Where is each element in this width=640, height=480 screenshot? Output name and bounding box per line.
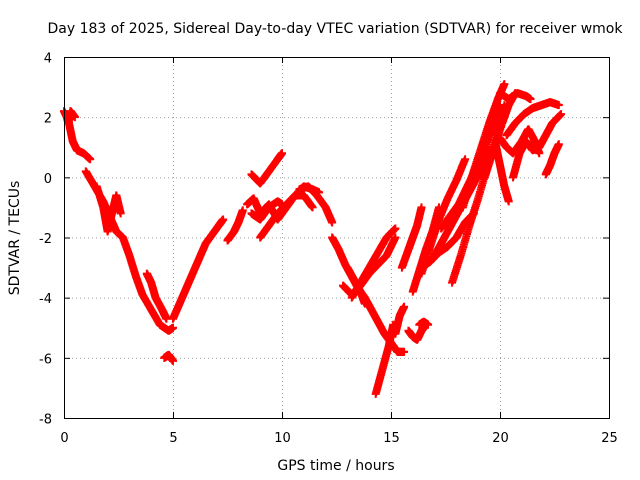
data-point bbox=[391, 224, 400, 233]
data-point bbox=[328, 218, 337, 227]
series-arc-04 bbox=[92, 182, 125, 236]
series-arc-31 bbox=[496, 89, 535, 104]
series-arc-19 bbox=[391, 302, 409, 338]
data-point bbox=[504, 197, 513, 206]
y-tick-label: 2 bbox=[44, 112, 52, 127]
series-arc-05 bbox=[142, 269, 171, 323]
data-point bbox=[434, 203, 443, 212]
data-point bbox=[557, 110, 566, 119]
chart-title: Day 183 of 2025, Sidereal Day-to-day VTE… bbox=[48, 21, 624, 37]
data-point bbox=[238, 206, 247, 215]
data-point bbox=[554, 101, 563, 110]
x-tick-label: 25 bbox=[601, 431, 618, 446]
series-arc-17 bbox=[343, 263, 369, 308]
series-arc-08 bbox=[223, 206, 247, 245]
data-point bbox=[116, 209, 125, 218]
x-tick-label: 5 bbox=[169, 431, 177, 446]
x-tick-label: 20 bbox=[492, 431, 509, 446]
x-axis-label: GPS time / hours bbox=[277, 458, 394, 474]
series-arc-07 bbox=[169, 215, 228, 323]
series-arc-35 bbox=[509, 110, 566, 182]
y-axis-label: SDTVAR / TECUs bbox=[7, 181, 23, 296]
y-tick-label: -2 bbox=[39, 232, 52, 247]
series-arc-13 bbox=[295, 182, 337, 227]
series-arc-29 bbox=[458, 80, 509, 212]
data-point bbox=[461, 155, 470, 164]
plot-frame bbox=[64, 57, 610, 419]
data-point bbox=[86, 155, 95, 164]
series-arc-12 bbox=[247, 149, 286, 188]
data-point bbox=[169, 356, 177, 365]
data-point bbox=[219, 215, 228, 224]
data-point bbox=[400, 347, 409, 356]
data-point bbox=[308, 203, 317, 212]
series-arc-06 bbox=[160, 350, 177, 365]
series-arc-32 bbox=[502, 98, 563, 140]
y-tick-label: 0 bbox=[44, 172, 52, 187]
data-point bbox=[417, 203, 426, 212]
data-point bbox=[360, 299, 369, 308]
series-arc-34 bbox=[491, 140, 513, 206]
data-point bbox=[500, 80, 509, 89]
y-tick-label: 4 bbox=[44, 52, 52, 67]
x-tick-label: 15 bbox=[383, 431, 400, 446]
series-arc-02 bbox=[62, 107, 79, 128]
y-tick-label: -6 bbox=[39, 352, 52, 367]
y-tick-label: -8 bbox=[39, 413, 52, 428]
series-arc-21 bbox=[404, 323, 428, 344]
data-point bbox=[400, 302, 409, 311]
series-arc-33 bbox=[496, 125, 544, 158]
data-point bbox=[278, 200, 286, 209]
data-point bbox=[391, 233, 400, 242]
data-points bbox=[60, 80, 566, 398]
y-tick-label: -4 bbox=[39, 292, 52, 307]
series-arc-22 bbox=[415, 317, 433, 329]
series-arc-36 bbox=[541, 140, 563, 179]
data-point bbox=[554, 140, 563, 149]
data-point bbox=[424, 320, 433, 329]
series-arc-11 bbox=[247, 197, 286, 224]
data-point bbox=[526, 95, 535, 104]
x-tick-label: 10 bbox=[274, 431, 291, 446]
data-point bbox=[169, 323, 177, 332]
x-tick-label: 0 bbox=[60, 431, 68, 446]
data-point bbox=[278, 149, 286, 158]
series-arc-20 bbox=[397, 203, 426, 272]
series-arc-25 bbox=[408, 203, 443, 296]
data-point bbox=[70, 113, 79, 122]
